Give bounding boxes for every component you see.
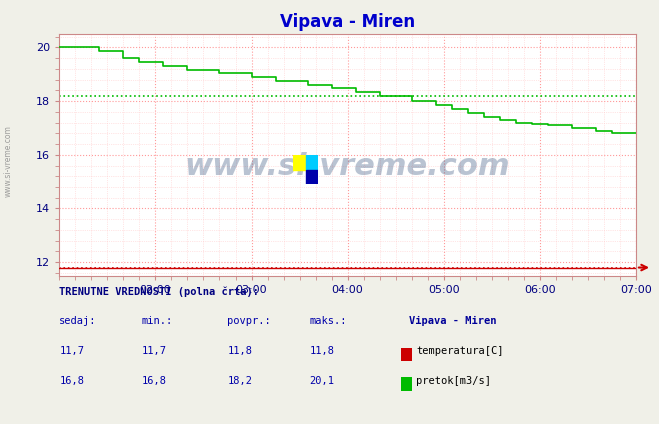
- Text: 16,8: 16,8: [59, 376, 84, 386]
- Text: temperatura[C]: temperatura[C]: [416, 346, 504, 356]
- Text: 11,8: 11,8: [227, 346, 252, 356]
- Text: maks.:: maks.:: [310, 316, 347, 326]
- Text: min.:: min.:: [142, 316, 173, 326]
- Text: povpr.:: povpr.:: [227, 316, 271, 326]
- Title: Vipava - Miren: Vipava - Miren: [280, 13, 415, 31]
- Text: Vipava - Miren: Vipava - Miren: [409, 316, 496, 326]
- Text: 20,1: 20,1: [310, 376, 335, 386]
- Bar: [306, 155, 318, 170]
- Text: 18,2: 18,2: [227, 376, 252, 386]
- Text: 11,8: 11,8: [310, 346, 335, 356]
- Text: www.si-vreme.com: www.si-vreme.com: [3, 125, 13, 197]
- Text: 16,8: 16,8: [142, 376, 167, 386]
- Text: 11,7: 11,7: [142, 346, 167, 356]
- Text: pretok[m3/s]: pretok[m3/s]: [416, 376, 492, 386]
- Text: 11,7: 11,7: [59, 346, 84, 356]
- Text: www.si-vreme.com: www.si-vreme.com: [185, 152, 511, 181]
- Bar: [306, 170, 318, 184]
- Text: sedaj:: sedaj:: [59, 316, 97, 326]
- Bar: [293, 155, 306, 170]
- Text: TRENUTNE VREDNOSTI (polna črta):: TRENUTNE VREDNOSTI (polna črta):: [59, 286, 259, 297]
